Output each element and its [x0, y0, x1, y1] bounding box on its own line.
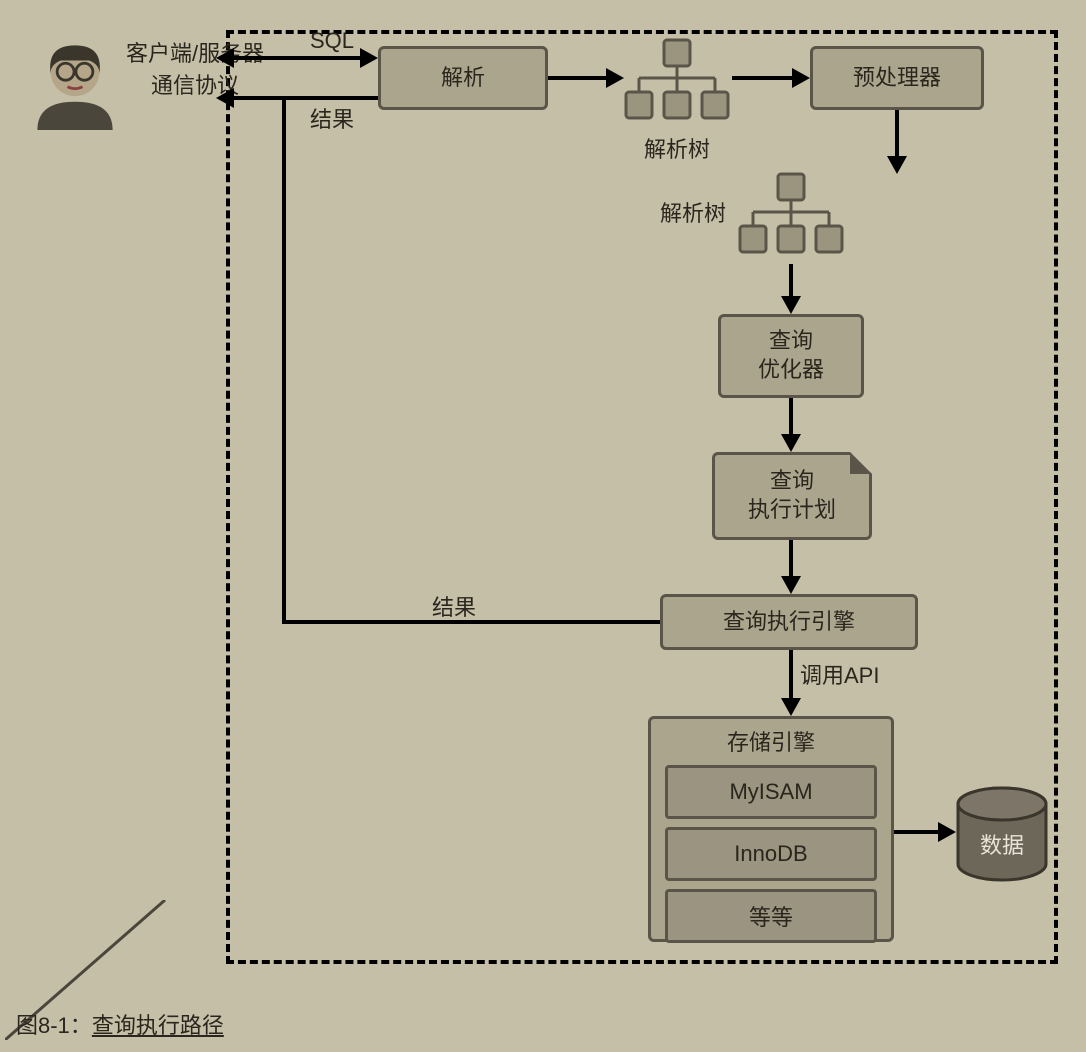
arrow-prep-tree2-head: [887, 156, 907, 174]
caption-text: 查询执行路径: [92, 1013, 224, 1038]
node-preprocessor-label: 预处理器: [853, 64, 941, 93]
arrow-exec-storage-head: [781, 698, 801, 716]
engine-etc: 等等: [665, 889, 877, 943]
arrow-result2-v: [282, 98, 286, 624]
database-label: 数据: [980, 828, 1024, 860]
arrow-tree2-opt-head: [781, 296, 801, 314]
engine-myisam: MyISAM: [665, 765, 877, 819]
label-result1: 结果: [310, 102, 354, 134]
node-preprocessor: 预处理器: [810, 46, 984, 110]
arrow-sql-head-back: [216, 48, 234, 68]
label-api: 调用API: [800, 658, 879, 690]
arrow-storage-db: [894, 830, 940, 834]
arrow-prep-tree2: [895, 110, 899, 158]
caption-prefix: 图8-1：: [16, 1013, 92, 1038]
parse-tree-2-icon: [736, 172, 846, 264]
arrow-exec-storage: [789, 650, 793, 700]
arrow-opt-plan-head: [781, 434, 801, 452]
arrow-opt-plan: [789, 398, 793, 436]
arrow-sql: [232, 56, 362, 60]
node-optimizer: 查询 优化器: [718, 314, 864, 398]
node-plan-label: 查询 执行计划: [748, 467, 836, 524]
arrow-plan-exec: [789, 540, 793, 578]
arrow-tree-prep: [732, 76, 794, 80]
tree1-label: 解析树: [644, 132, 710, 164]
node-executor-label: 查询执行引擎: [723, 608, 855, 637]
arrow-plan-exec-head: [781, 576, 801, 594]
user-icon: [28, 36, 122, 130]
arrow-parser-tree: [548, 76, 608, 80]
node-optimizer-label: 查询 优化器: [758, 327, 824, 384]
arrow-tree2-opt: [789, 264, 793, 298]
node-parser: 解析: [378, 46, 548, 110]
node-parser-label: 解析: [441, 64, 485, 93]
arrow-result1-head: [216, 88, 234, 108]
arrow-tree-prep-head: [792, 68, 810, 88]
label-sql: SQL: [310, 28, 354, 54]
tree2-label: 解析树: [660, 196, 726, 228]
arrow-result1: [234, 96, 378, 100]
node-executor: 查询执行引擎: [660, 594, 918, 650]
system-boundary: [226, 30, 1058, 964]
arrow-sql-head: [360, 48, 378, 68]
user-label: 客户端/服务器 通信协议: [126, 36, 264, 100]
node-plan: 查询 执行计划: [712, 452, 872, 540]
label-result2: 结果: [432, 590, 476, 622]
parse-tree-1-icon: [622, 38, 732, 130]
engine-innodb: InnoDB: [665, 827, 877, 881]
storage-engine-container: 存储引擎 MyISAM InnoDB 等等: [648, 716, 894, 942]
figure-caption: 图8-1：查询执行路径: [16, 1008, 224, 1040]
storage-title: 存储引擎: [651, 719, 891, 757]
